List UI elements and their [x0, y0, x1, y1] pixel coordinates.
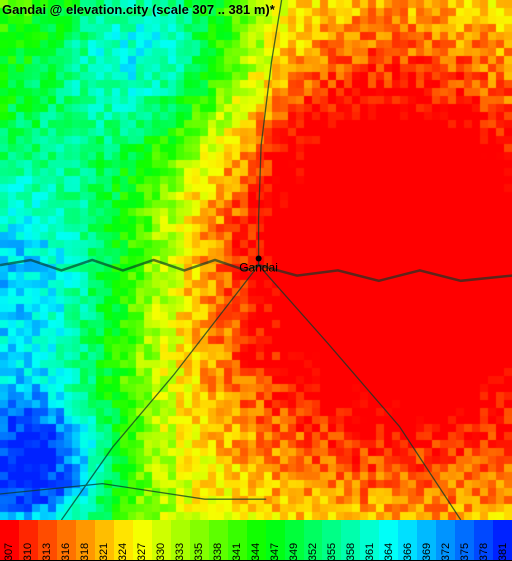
legend-value: 316	[60, 543, 72, 561]
legend-swatch: 318	[76, 520, 95, 560]
legend-value: 324	[117, 543, 129, 561]
legend-swatch: 327	[133, 520, 152, 560]
legend-value: 310	[22, 543, 34, 561]
legend-swatch: 347	[266, 520, 285, 560]
legend-value: 335	[193, 543, 205, 561]
legend-swatch: 333	[171, 520, 190, 560]
legend-swatch: 369	[417, 520, 436, 560]
legend-swatch: 364	[379, 520, 398, 560]
legend-swatch: 313	[38, 520, 57, 560]
legend-value: 307	[3, 543, 15, 561]
legend-swatch: 355	[322, 520, 341, 560]
legend-value: 372	[440, 543, 452, 561]
map-title: Gandai @ elevation.city (scale 307 .. 38…	[2, 2, 275, 17]
legend-swatch: 344	[247, 520, 266, 560]
legend-swatch: 349	[285, 520, 304, 560]
legend-swatch: 375	[455, 520, 474, 560]
legend-swatch: 324	[114, 520, 133, 560]
legend-swatch: 366	[398, 520, 417, 560]
legend-swatch: 341	[228, 520, 247, 560]
legend-value: 318	[79, 543, 91, 561]
legend-swatch: 338	[209, 520, 228, 560]
legend-value: 352	[307, 543, 319, 561]
legend-value: 364	[383, 543, 395, 561]
legend-value: 366	[402, 543, 414, 561]
legend-value: 327	[136, 543, 148, 561]
legend-swatch: 307	[0, 520, 19, 560]
legend-value: 344	[250, 543, 262, 561]
legend-swatch: 381	[493, 520, 512, 560]
legend-swatch: 330	[152, 520, 171, 560]
legend-value: 369	[421, 543, 433, 561]
legend-swatch: 316	[57, 520, 76, 560]
legend-value: 358	[345, 543, 357, 561]
legend-swatch: 378	[474, 520, 493, 560]
legend-value: 341	[231, 543, 243, 561]
legend-value: 378	[478, 543, 490, 561]
legend-swatch: 335	[190, 520, 209, 560]
elevation-map: Gandai @ elevation.city (scale 307 .. 38…	[0, 0, 512, 520]
legend-swatch: 358	[341, 520, 360, 560]
legend-value: 349	[288, 543, 300, 561]
legend-value: 355	[326, 543, 338, 561]
legend-swatch: 352	[304, 520, 323, 560]
legend-swatch: 310	[19, 520, 38, 560]
legend-value: 333	[174, 543, 186, 561]
legend-value: 321	[98, 543, 110, 561]
elevation-legend: 307 310 313 316 318 321 324 327 330 333 335 338 341 3…	[0, 520, 512, 560]
marker-label: Gandai	[239, 261, 278, 275]
legend-swatch: 321	[95, 520, 114, 560]
legend-value: 375	[459, 543, 471, 561]
legend-value: 313	[41, 543, 53, 561]
legend-value: 381	[497, 543, 509, 561]
legend-value: 330	[155, 543, 167, 561]
place-marker-gandai: Gandai	[239, 256, 278, 275]
legend-swatch: 372	[436, 520, 455, 560]
legend-value: 361	[364, 543, 376, 561]
legend-value: 338	[212, 543, 224, 561]
legend-swatch: 361	[360, 520, 379, 560]
legend-value: 347	[269, 543, 281, 561]
